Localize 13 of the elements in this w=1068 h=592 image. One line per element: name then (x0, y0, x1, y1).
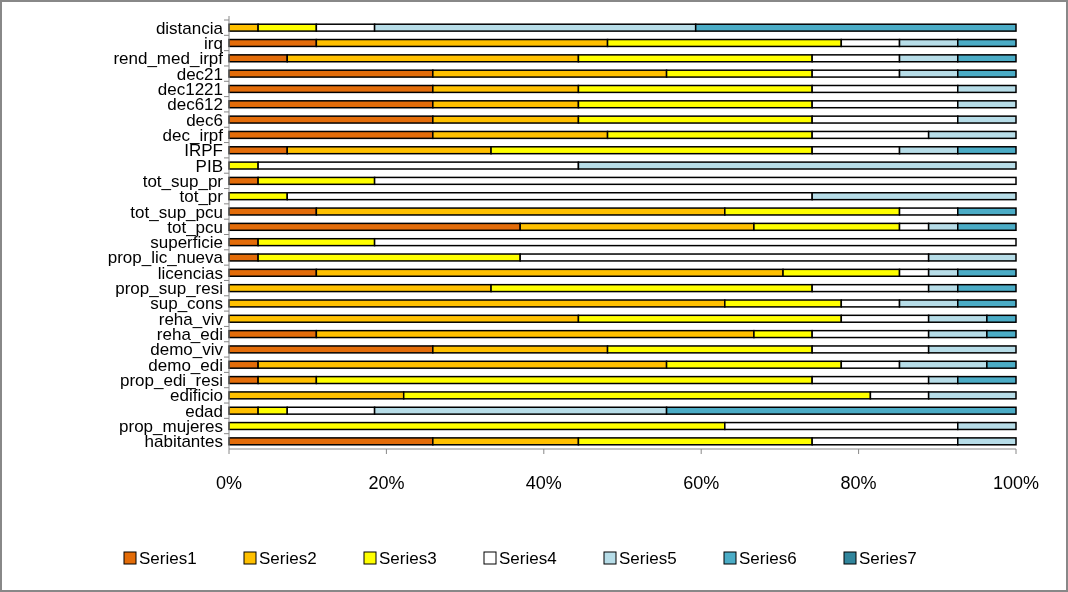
x-tick-label: 20% (368, 473, 405, 493)
legend-label: Series3 (379, 549, 437, 568)
x-tick-label: 40% (525, 473, 562, 493)
x-tick-label: 60% (683, 473, 720, 493)
x-tick-label: 80% (840, 473, 877, 493)
legend-label: Series4 (499, 549, 557, 568)
x-tick-label: 0% (215, 473, 243, 493)
legend-label: Series6 (739, 549, 797, 568)
legend-label: Series7 (859, 549, 917, 568)
legend-label: Series1 (139, 549, 197, 568)
x-tick-label: 100% (992, 473, 1040, 493)
legend-label: Series2 (259, 549, 317, 568)
legend-label: Series5 (619, 549, 677, 568)
